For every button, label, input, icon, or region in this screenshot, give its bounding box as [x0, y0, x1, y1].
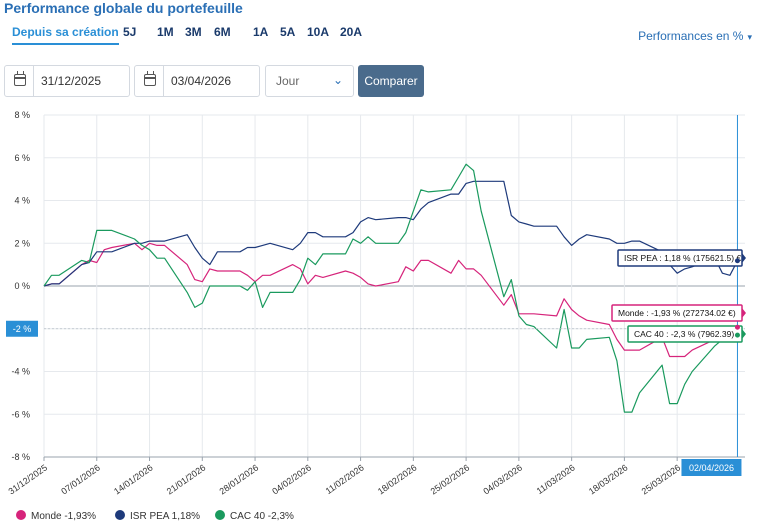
period-20y[interactable]: 20A	[340, 25, 363, 39]
period-1m[interactable]: 1M	[157, 25, 174, 39]
x-tick-label: 21/01/2026	[165, 462, 208, 496]
x-tick-label: 28/01/2026	[218, 462, 261, 496]
x-tick-label: 25/02/2026	[429, 462, 472, 496]
series-line-1	[43, 180, 739, 287]
performance-mode-label: Performances en %	[638, 29, 744, 43]
field-divider	[163, 66, 164, 96]
series-line-2	[43, 163, 738, 413]
period-5d[interactable]: 5J	[123, 25, 137, 39]
granularity-value: Jour	[276, 74, 300, 88]
tooltip-1: ISR PEA : 1,18 % (175621.5) €	[617, 249, 746, 267]
period-1y[interactable]: 1A	[253, 25, 269, 39]
tooltip-label: Monde : -1,93 % (272734.02 €)	[618, 308, 736, 318]
legend-label-isr-pea: ISR PEA 1,18%	[130, 511, 201, 522]
chevron-down-icon: ⌄	[332, 73, 343, 87]
calendar-icon	[144, 71, 156, 86]
x-tick-label: 11/02/2026	[324, 462, 366, 496]
y-tick-label: 8 %	[14, 110, 30, 120]
period-5y[interactable]: 5A	[280, 25, 296, 39]
start-date-value: 31/12/2025	[41, 74, 102, 88]
x-tick-label: 11/03/2026	[535, 462, 577, 496]
y-tick-label: -4 %	[11, 367, 30, 377]
x-tick-label: 31/12/2025	[7, 462, 50, 496]
compare-button[interactable]: Comparer	[358, 65, 424, 97]
period-6m[interactable]: 6M	[214, 25, 231, 39]
x-tick-label: 18/03/2026	[587, 462, 630, 496]
y-tick-label: 4 %	[14, 196, 30, 206]
y-tick-label: -6 %	[11, 409, 30, 419]
tooltip-0: Monde : -1,93 % (272734.02 €)	[611, 304, 746, 322]
tooltip-pointer	[742, 253, 746, 263]
x-tick-label: 25/03/2026	[640, 462, 683, 496]
legend-item-cac-40[interactable]: CAC 40 -2,3%	[215, 510, 294, 522]
crosshair-date-label: 02/04/2026	[689, 463, 734, 473]
legend-item-monde[interactable]: Monde -1,93%	[16, 510, 96, 522]
series-end-marker-2	[734, 332, 740, 338]
chevron-down-icon: ▾	[747, 32, 752, 42]
field-divider	[33, 66, 34, 96]
tooltip-pointer	[742, 329, 746, 339]
legend-marker-isr-pea	[115, 510, 125, 520]
performance-chart[interactable]: 8 %6 %4 %2 %0 %-2 %-4 %-6 %-8 %31/12/202…	[0, 0, 760, 510]
end-date-field[interactable]: 03/04/2026	[134, 65, 260, 97]
period-3m[interactable]: 3M	[185, 25, 202, 39]
x-tick-label: 14/01/2026	[112, 462, 155, 496]
y-tick-label: -8 %	[11, 452, 30, 462]
x-tick-label: 04/02/2026	[270, 462, 313, 496]
performance-mode-dropdown[interactable]: Performances en % ▾	[638, 29, 752, 43]
legend-label-cac-40: CAC 40 -2,3%	[230, 511, 294, 522]
x-tick-label: 07/01/2026	[59, 462, 102, 496]
legend-marker-monde	[16, 510, 26, 520]
tooltip-pointer	[742, 308, 746, 318]
period-since-creation[interactable]: Depuis sa création	[12, 25, 119, 45]
series-line-0	[43, 242, 738, 358]
page-title: Performance globale du portefeuille	[4, 0, 243, 16]
x-tick-label: 04/03/2026	[481, 462, 524, 496]
end-date-value: 03/04/2026	[171, 74, 232, 88]
y-tick-label: 0 %	[14, 281, 30, 291]
y-tick-label: 2 %	[14, 238, 30, 248]
tooltip-label: ISR PEA : 1,18 % (175621.5) €	[624, 253, 741, 263]
crosshair-y-badge	[6, 320, 38, 337]
crosshair-y-label: -2 %	[13, 324, 32, 334]
tooltip-2: CAC 40 : -2,3 % (7962.39)	[627, 325, 746, 343]
series-end-marker-0	[734, 324, 740, 330]
crosshair-date-badge	[681, 459, 742, 476]
calendar-icon	[14, 71, 26, 86]
legend-label-monde: Monde -1,93%	[31, 511, 97, 522]
x-tick-label: 18/02/2026	[376, 462, 419, 496]
tooltip-label: CAC 40 : -2,3 % (7962.39)	[634, 329, 734, 339]
y-tick-label: 6 %	[14, 153, 30, 163]
granularity-select[interactable]: Jour ⌄	[265, 65, 354, 97]
period-10y[interactable]: 10A	[307, 25, 330, 39]
start-date-field[interactable]: 31/12/2025	[4, 65, 130, 97]
legend-item-isr-pea[interactable]: ISR PEA 1,18%	[115, 510, 200, 522]
legend-marker-cac-40	[215, 510, 225, 520]
series-end-marker-1	[734, 258, 740, 264]
